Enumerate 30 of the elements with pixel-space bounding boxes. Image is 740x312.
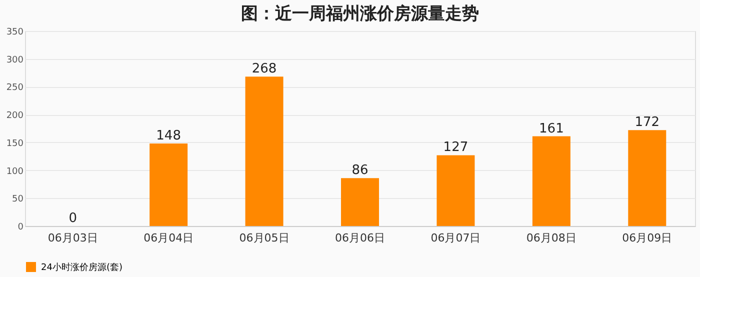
x-tick-label: 06月03日 [48, 232, 98, 244]
bar [245, 76, 284, 226]
data-label: 86 [352, 163, 368, 178]
chart-title: 图：近一周福州涨价房源量走势 [241, 4, 479, 24]
bar [341, 178, 379, 226]
x-tick-label: 06月04日 [144, 232, 194, 244]
y-tick-label: 0 [18, 222, 24, 232]
x-tick-label: 06月06日 [335, 232, 385, 244]
x-tick-label: 06月08日 [526, 232, 576, 244]
y-tick-label: 250 [6, 83, 24, 94]
data-label: 268 [252, 62, 277, 77]
bar [532, 136, 570, 226]
y-tick-label: 100 [6, 166, 24, 177]
legend-label: 24小时涨价房源(套) [41, 262, 122, 273]
data-label: 172 [634, 115, 660, 130]
bar [150, 144, 188, 226]
y-tick-label: 350 [6, 28, 24, 38]
x-tick-label: 06月09日 [622, 232, 672, 244]
y-tick-label: 300 [6, 55, 24, 66]
data-label: 127 [443, 140, 468, 156]
bar [628, 130, 666, 226]
y-tick-label: 50 [12, 194, 24, 205]
x-tick-label: 06月05日 [239, 232, 290, 244]
data-label: 161 [539, 121, 564, 136]
x-tick-label: 06月07日 [430, 232, 481, 244]
bar [436, 155, 475, 226]
y-tick-label: 150 [6, 138, 24, 149]
data-label: 148 [156, 128, 181, 144]
y-tick-label: 200 [6, 111, 24, 122]
data-label: 0 [68, 211, 77, 226]
